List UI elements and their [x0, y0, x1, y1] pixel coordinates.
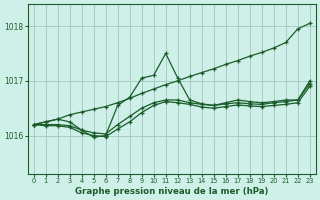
X-axis label: Graphe pression niveau de la mer (hPa): Graphe pression niveau de la mer (hPa)	[75, 187, 268, 196]
